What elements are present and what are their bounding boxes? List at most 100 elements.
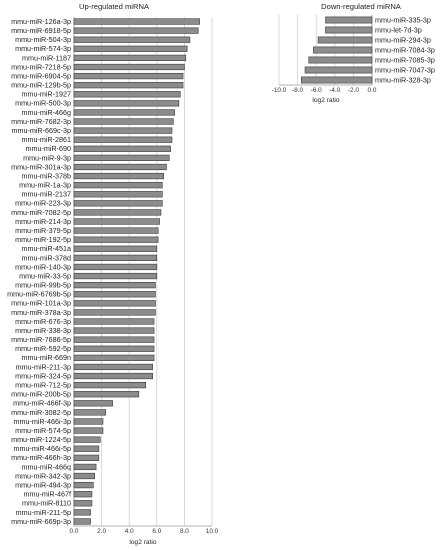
- chart1-bar: [73, 18, 200, 25]
- chart1-category-label: mmu-miR-2861: [21, 135, 71, 144]
- chart1-bar: [73, 154, 170, 162]
- chart1-bar: [73, 54, 187, 62]
- chart1-bar: [73, 182, 163, 189]
- chart1-category-label: mmu-miR-378b: [21, 171, 71, 180]
- chart1-category-label: mmu-miR-324-5p: [15, 371, 71, 380]
- chart1-bar: [73, 236, 159, 243]
- chart2-category-label: mmu-miR-328-3p: [375, 75, 431, 84]
- chart1-bar: [73, 500, 93, 507]
- chart1-bar: [73, 291, 156, 298]
- chart1-category-label: mmu-miR-126a-3p: [11, 17, 71, 26]
- chart2-bar: [317, 36, 373, 44]
- chart1-category-label: mmu-miR-466h-3p: [11, 453, 71, 462]
- chart1-bar: [73, 509, 91, 516]
- chart1-category-label: mmu-miR-466q: [21, 462, 71, 471]
- chart2-x-tick-label: -6.0: [311, 87, 322, 94]
- chart1-bar: [73, 381, 147, 389]
- chart1-bar: [73, 463, 97, 471]
- chart1-category-label: mmu-miR-7682-3p: [11, 117, 71, 126]
- chart1-category-label: mmu-miR-379-5p: [15, 226, 71, 235]
- chart1-category-label: mmu-miR-712-5p: [15, 381, 71, 390]
- chart1-category-label: mmu-miR-690: [25, 144, 71, 153]
- chart1-bar: [73, 318, 155, 325]
- chart2-x-tick-label: 0.0: [368, 87, 377, 94]
- chart1-category-label: mmu-miR-7686-5p: [11, 335, 71, 344]
- chart1-category-label: mmu-miR-500-3p: [15, 99, 71, 108]
- chart1-category-label: mmu-miR-466f-3p: [13, 399, 71, 408]
- chart2-x-tick-label: -8.0: [292, 87, 303, 94]
- chart1-category-label: mmu-miR-669c-3p: [11, 126, 71, 135]
- chart2-title: Down-regulated miRNA: [321, 2, 402, 11]
- chart1-bar: [73, 345, 155, 352]
- chart2-category-label: mmu-miR-294-3p: [375, 35, 431, 44]
- chart1-bar: [73, 409, 107, 416]
- chart1-bar: [73, 436, 101, 443]
- chart1-x-tick-label: 4.0: [125, 528, 134, 535]
- chart1-category-label: mmu-miR-2137: [21, 190, 71, 199]
- chart1-category-label: mmu-miR-129b-5p: [11, 81, 71, 90]
- chart1-bar: [73, 254, 158, 261]
- chart1-category-label: mmu-miR-8110: [22, 499, 71, 508]
- chart1-x-tick-label: 8.0: [180, 528, 189, 535]
- chart2-category-label: mmu-miR-7085-3p: [375, 55, 435, 64]
- chart1-category-label: mmu-miR-1927: [21, 90, 71, 99]
- chart1-category-label: mmu-miR-101a-3p: [11, 299, 71, 308]
- chart1-category-label: mmu-miR-3082-5p: [11, 408, 71, 417]
- chart1-category-label: mmu-miR-7218-5p: [11, 62, 71, 71]
- chart1-bar: [73, 472, 96, 480]
- chart1-category-label: mmu-miR-33-5p: [19, 271, 71, 280]
- chart1-bar: [73, 372, 153, 380]
- chart1-bar: [73, 481, 94, 489]
- chart1-category-label: mmu-miR-140-3p: [15, 262, 71, 271]
- chart1-bar: [73, 127, 173, 134]
- chart1-bar: [73, 218, 160, 225]
- chart1-category-label: mmu-miR-451a: [21, 244, 71, 253]
- chart1-bar: [73, 309, 156, 316]
- chart1-category-label: mmu-miR-338-3p: [15, 326, 71, 335]
- chart1-bar: [73, 400, 113, 407]
- chart1-category-label: mmu-miR-211-5p: [16, 508, 71, 517]
- chart1-bar: [73, 145, 171, 152]
- chart1-category-label: mmu-miR-669n: [21, 353, 71, 362]
- chart1-bar: [73, 354, 155, 361]
- chart1-bar: [73, 445, 100, 452]
- chart1-bar: [73, 327, 155, 334]
- chart1-category-label: mmu-miR-6918-5p: [11, 26, 71, 35]
- chart1-category-label: mmu-miR-466i-5p: [13, 444, 71, 453]
- chart1-bar: [73, 272, 158, 280]
- chart1-category-label: mmu-miR-99b-5p: [15, 281, 71, 290]
- chart1-bar: [73, 63, 185, 71]
- chart1-category-label: mmu-miR-301a-3p: [11, 162, 71, 171]
- chart1-bar: [73, 245, 158, 252]
- chart1-bar: [73, 491, 93, 498]
- chart1-bar: [73, 163, 167, 171]
- chart1-bar: [73, 100, 180, 107]
- chart1-category-label: mmu-miR-466i-3p: [13, 417, 71, 426]
- chart1-category-label: mmu-miR-378d: [21, 253, 71, 262]
- chart1-bar: [73, 282, 156, 289]
- chart2-bar: [301, 76, 373, 84]
- chart2-x-tick-label: -4.0: [329, 87, 340, 94]
- chart1-bar: [73, 27, 199, 34]
- chart1-category-label: mmu-miR-211-3p: [16, 362, 71, 371]
- chart1-bar: [73, 136, 173, 143]
- chart1-bar: [73, 172, 164, 180]
- chart1-category-label: mmu-miR-676-3p: [15, 317, 71, 326]
- chart1-bar: [73, 227, 159, 234]
- chart1-bar: [73, 427, 104, 434]
- chart2-bar: [325, 16, 373, 24]
- chart1-bar: [73, 209, 162, 216]
- chart2-bar: [313, 46, 373, 54]
- chart1-category-label: mmu-miR-1224-5p: [11, 435, 71, 444]
- chart1-bar: [73, 454, 100, 461]
- chart2-bar: [308, 56, 373, 64]
- chart2-category-label: mmu-let-7d-3p: [375, 25, 422, 34]
- chart1-x-tick-label: 0.0: [70, 528, 79, 535]
- chart1-category-label: mmu-miR-6904-5p: [11, 71, 71, 80]
- chart1-bar: [73, 391, 140, 398]
- chart2-x-axis-label: log2 ratio: [312, 97, 339, 104]
- chart1-category-label: mmu-miR-342-3p: [15, 471, 71, 480]
- chart1-bar: [73, 82, 184, 89]
- chart2-x-tick-label: -2.0: [348, 87, 359, 94]
- chart1-bar: [73, 363, 153, 371]
